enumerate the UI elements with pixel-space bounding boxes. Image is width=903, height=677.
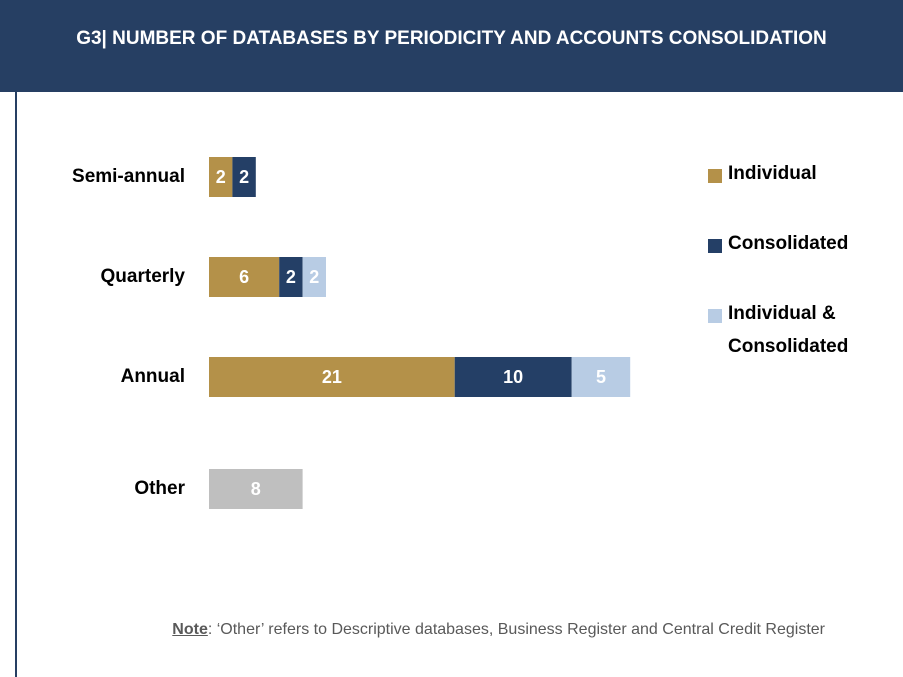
legend-item: Individual	[708, 163, 878, 190]
legend-swatch	[708, 309, 722, 323]
legend-swatch	[708, 169, 722, 183]
value-label: 2	[216, 167, 226, 187]
chart-title: G3| NUMBER OF DATABASES BY PERIODICITY A…	[0, 0, 903, 92]
value-label: 10	[503, 367, 523, 387]
value-label: 5	[596, 367, 606, 387]
bar-segment	[209, 157, 233, 197]
value-label: 2	[239, 167, 249, 187]
legend-swatch	[708, 239, 722, 253]
category-label: Semi-annual	[72, 166, 185, 187]
bar-segment	[232, 157, 256, 197]
category-label: Annual	[121, 366, 185, 387]
note-label: Note	[172, 621, 208, 638]
value-label: 21	[322, 367, 342, 387]
legend-label: Individual & Consolidated	[728, 303, 849, 357]
value-label: 6	[239, 267, 249, 287]
note: Note: ‘Other’ refers to Descriptive data…	[150, 616, 825, 644]
category-label: Quarterly	[101, 266, 186, 287]
bar-segment	[302, 257, 326, 297]
bar-segment	[279, 257, 303, 297]
bar-segment	[454, 357, 572, 397]
bar-segment	[209, 469, 303, 509]
legend-label: Consolidated	[728, 233, 849, 254]
value-label: 8	[251, 479, 261, 499]
legend-item: Individual & Consolidated	[708, 303, 878, 363]
category-label: Other	[134, 478, 185, 499]
legend-item: Consolidated	[708, 233, 878, 260]
bar-segment	[571, 357, 631, 397]
bar-segment	[209, 357, 455, 397]
bar-segment	[209, 257, 280, 297]
note-text: : ‘Other’ refers to Descriptive database…	[207, 621, 825, 638]
legend-label: Individual	[728, 163, 817, 184]
value-label: 2	[309, 267, 319, 287]
value-label: 2	[286, 267, 296, 287]
